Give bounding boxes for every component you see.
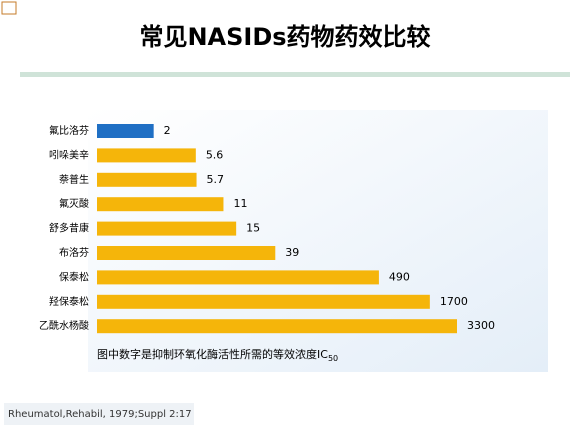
bar [97, 124, 154, 138]
category-label: 乙酰水杨酸 [39, 319, 89, 332]
citation: Rheumatol,Rehabil, 1979;Suppl 2:17 [8, 409, 192, 420]
value-label: 11 [233, 197, 247, 210]
category-label: 吲哚美辛 [49, 148, 89, 161]
chart-note: 图中数字是抑制环氧化酶活性所需的等效浓度IC50 [97, 347, 338, 363]
bar [97, 294, 430, 309]
value-label: 490 [389, 270, 410, 283]
bar [97, 319, 457, 334]
bar [97, 270, 379, 285]
category-label: 氟比洛芬 [49, 124, 89, 137]
value-label: 2 [164, 124, 171, 137]
bar [97, 221, 237, 236]
category-label: 萘普生 [59, 173, 89, 186]
category-label: 羟保泰松 [49, 295, 89, 308]
value-label: 1700 [440, 295, 468, 308]
category-label: 保泰松 [59, 270, 89, 283]
bar [97, 148, 196, 163]
slide-icon [1, 1, 17, 15]
category-label: 布洛芬 [59, 246, 89, 259]
value-label: 39 [285, 246, 299, 259]
category-label: 氟灭酸 [59, 197, 89, 210]
value-label: 3300 [467, 319, 495, 332]
category-label: 舒多昔康 [49, 222, 89, 235]
bar [97, 172, 197, 187]
value-label: 15 [246, 222, 260, 235]
bar [97, 246, 276, 260]
citation-box [4, 403, 194, 425]
title-rule [20, 72, 570, 77]
value-label: 5.6 [206, 148, 224, 161]
value-label: 5.7 [207, 173, 225, 186]
slide-title: 常见NASIDs药物药效比较 [139, 23, 430, 51]
bar [97, 197, 224, 212]
chart: 氟比洛芬 2 吲哚美辛 5.6 萘普生 5.7 氟灭酸 11 舒多昔康 15 布洛芬 39 保泰松 490… [39, 124, 495, 334]
